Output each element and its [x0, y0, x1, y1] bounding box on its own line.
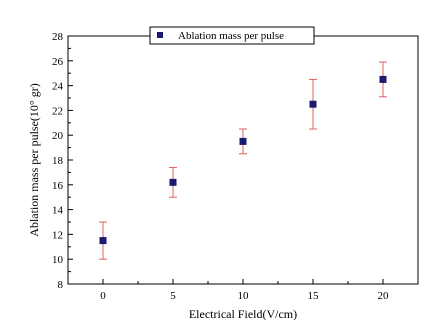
- x-tick-label: 20: [378, 290, 390, 302]
- x-tick-label: 5: [170, 290, 176, 302]
- legend-marker: [157, 32, 163, 38]
- legend: Ablation mass per pulse: [149, 26, 315, 45]
- plot-frame: [67, 35, 419, 285]
- data-point: [99, 237, 107, 245]
- legend-label: Ablation mass per pulse: [178, 30, 284, 42]
- y-tick-label: 18: [52, 155, 64, 167]
- y-tick-label: 20: [52, 130, 64, 142]
- y-tick-label: 28: [52, 31, 64, 43]
- data-point: [379, 75, 387, 83]
- x-axis: 0 5 10 15 20: [67, 279, 419, 302]
- data-series: [99, 61, 387, 260]
- x-tick-label: 15: [308, 290, 320, 302]
- data-point: [239, 137, 247, 145]
- y-tick-label: 14: [52, 205, 64, 217]
- y-tick-label: 10: [52, 254, 64, 266]
- x-axis-title: Electrical Field(V/cm): [189, 307, 297, 320]
- y-tick-label: 16: [52, 180, 64, 192]
- y-tick-label: 24: [52, 81, 64, 93]
- data-point: [309, 100, 317, 108]
- y-tick-label: 26: [52, 56, 64, 68]
- y-axis: 8 10 12 14 16 18 20 22 24 26 28: [52, 31, 73, 291]
- legend-box: [149, 26, 315, 45]
- x-tick-label: 10: [238, 290, 250, 302]
- data-point: [169, 178, 177, 186]
- y-axis-title: Ablation mass per pulse(10° gr): [27, 83, 41, 236]
- x-tick-label: 0: [100, 290, 106, 302]
- y-tick-label: 22: [52, 105, 63, 117]
- y-tick-label: 8: [58, 279, 64, 291]
- y-tick-label: 12: [52, 229, 63, 241]
